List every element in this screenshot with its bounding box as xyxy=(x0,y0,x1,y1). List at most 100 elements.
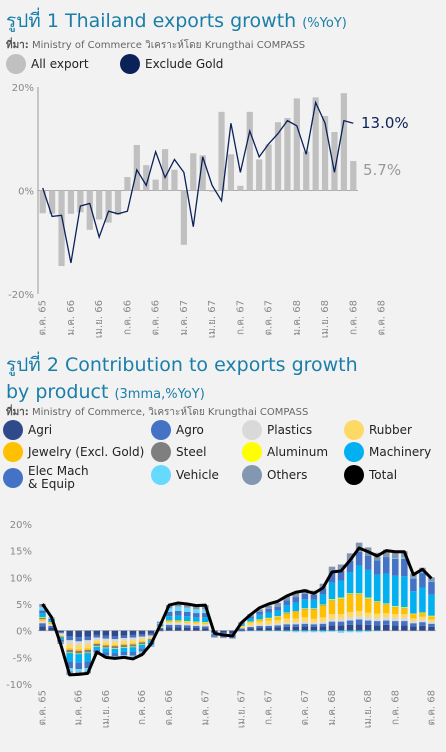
chart2-legend-item: Agro xyxy=(151,420,204,440)
chart2-stack-segment xyxy=(382,605,390,614)
chart2-stack-segment xyxy=(247,626,254,629)
chart2-stack-segment xyxy=(165,616,173,621)
chart2-stack-segment xyxy=(256,621,263,625)
chart2-stack-segment xyxy=(419,625,426,631)
chart2-stack-segment xyxy=(165,608,173,612)
chart2-stack-segment xyxy=(202,622,209,623)
chart2-stack-segment xyxy=(410,577,417,579)
chart2-x-tick-label: ก.ค. 68 xyxy=(390,690,401,725)
chart2-stack-segment xyxy=(373,602,381,614)
legend-swatch-icon xyxy=(344,420,364,440)
chart2-stack-segment xyxy=(138,630,146,635)
chart2-stack-segment xyxy=(265,612,272,618)
chart2-stack-segment xyxy=(392,558,399,559)
chart1-x-tick-label: ต.ค. 67 xyxy=(264,300,275,335)
chart2-stack-segment xyxy=(57,632,64,634)
chart2-stack-segment xyxy=(193,623,200,625)
chart2-stack-segment xyxy=(419,619,426,623)
chart2-stack-segment xyxy=(346,617,354,621)
chart2-stack-segment xyxy=(355,551,363,566)
chart1-bar xyxy=(199,155,206,191)
chart2-stack-segment xyxy=(247,628,254,631)
chart2-stack-segment xyxy=(220,636,227,638)
chart2-stack-segment xyxy=(238,628,245,630)
chart2-stack-segment xyxy=(382,624,390,631)
chart2-stack-segment xyxy=(93,642,101,644)
chart2-stack-segment xyxy=(346,624,354,631)
chart2-stack-segment xyxy=(39,613,46,618)
chart2-stack-segment xyxy=(247,622,254,624)
chart2-stack-segment xyxy=(337,599,345,615)
chart2-stack-segment xyxy=(274,616,281,620)
chart2-stack-segment xyxy=(319,621,327,624)
chart2-stack-segment xyxy=(84,652,92,654)
chart2-stack-segment xyxy=(66,648,73,650)
chart2-stack-segment xyxy=(165,624,173,628)
chart2-stack-segment xyxy=(256,609,263,612)
legend-swatch-icon xyxy=(242,465,262,485)
chart2-stack-segment xyxy=(319,604,327,606)
chart2-stack-segment xyxy=(129,646,137,648)
chart2-stack-segment xyxy=(346,593,354,595)
chart2-stack-segment xyxy=(364,624,372,631)
chart2-stack-segment xyxy=(120,647,128,652)
chart1-bar xyxy=(124,177,131,191)
chart2-stack-segment xyxy=(337,570,345,581)
chart2-stack-segment xyxy=(301,626,309,631)
chart2-stack-segment xyxy=(202,609,209,614)
chart2-stack-segment xyxy=(66,640,73,644)
chart2-stack-segment xyxy=(292,618,300,623)
legend-swatch-icon xyxy=(242,420,262,440)
chart2-stack-segment xyxy=(382,549,390,558)
chart2-stack-segment xyxy=(129,644,137,647)
chart2-y-tick-label: -10% xyxy=(6,680,32,691)
legend-label: Total xyxy=(369,467,398,482)
legend-swatch-icon xyxy=(151,420,171,440)
chart1-bar xyxy=(49,190,56,214)
chart2-stack-segment xyxy=(75,641,82,646)
chart2-stack-segment xyxy=(129,634,137,638)
chart2-stack-segment xyxy=(120,635,128,639)
chart2-stack-segment xyxy=(319,594,327,605)
chart2-stack-segment xyxy=(147,638,155,640)
chart2-stack-segment xyxy=(346,553,354,561)
chart2-stack-segment xyxy=(39,623,46,627)
legend-swatch-icon xyxy=(3,468,23,488)
chart2-stack-segment xyxy=(129,655,137,658)
chart2-stack-segment xyxy=(120,640,128,644)
legend-swatch-icon xyxy=(151,442,171,462)
chart2-stack-segment xyxy=(129,647,137,652)
chart1-bar xyxy=(209,190,216,192)
chart2-x-tick-label: ม.ค. 67 xyxy=(200,690,211,726)
chart1-bar xyxy=(293,98,300,191)
chart2-stack-segment xyxy=(428,616,435,620)
chart2-stack-segment xyxy=(346,560,354,572)
chart2-stack-segment xyxy=(319,588,327,595)
chart2-stack-segment xyxy=(111,641,119,646)
chart2-stack-segment xyxy=(355,610,363,617)
chart1-bar xyxy=(39,190,46,214)
chart2-stack-segment xyxy=(392,607,399,608)
chart1-bar xyxy=(58,190,65,267)
chart1-bar xyxy=(227,154,235,191)
chart2-stack-segment xyxy=(111,636,119,640)
chart1-bar xyxy=(143,165,150,191)
chart2-stack-segment xyxy=(229,630,236,634)
chart2-stack-segment xyxy=(183,616,191,622)
chart1-bar xyxy=(340,93,347,191)
chart2-x-tick-label: เม.ย. 68 xyxy=(363,690,374,728)
legend-label: Plastics xyxy=(267,422,313,437)
chart2-stack-segment xyxy=(337,618,345,622)
chart2-stack-segment xyxy=(328,582,336,600)
chart2-legend-item: Elec Mach & Equip xyxy=(3,465,89,491)
chart2-stack-segment xyxy=(174,606,182,611)
chart1-bar xyxy=(161,149,169,191)
chart2-stack-segment xyxy=(247,623,254,626)
chart2-plot: 20% 15% 10% 5% 0% -5% -10% ต.ค. 65 ม.ค. 66 เม.ย. … xyxy=(6,520,437,728)
chart2-stack-segment xyxy=(238,628,245,629)
chart2-x-tick-label: ม.ค. 66 xyxy=(74,690,85,726)
chart2-stack-segment xyxy=(292,630,300,633)
chart2-stack-segment xyxy=(120,638,128,641)
chart2-y-tick-label: -5% xyxy=(13,653,32,664)
chart2-stack-segment xyxy=(102,652,110,656)
